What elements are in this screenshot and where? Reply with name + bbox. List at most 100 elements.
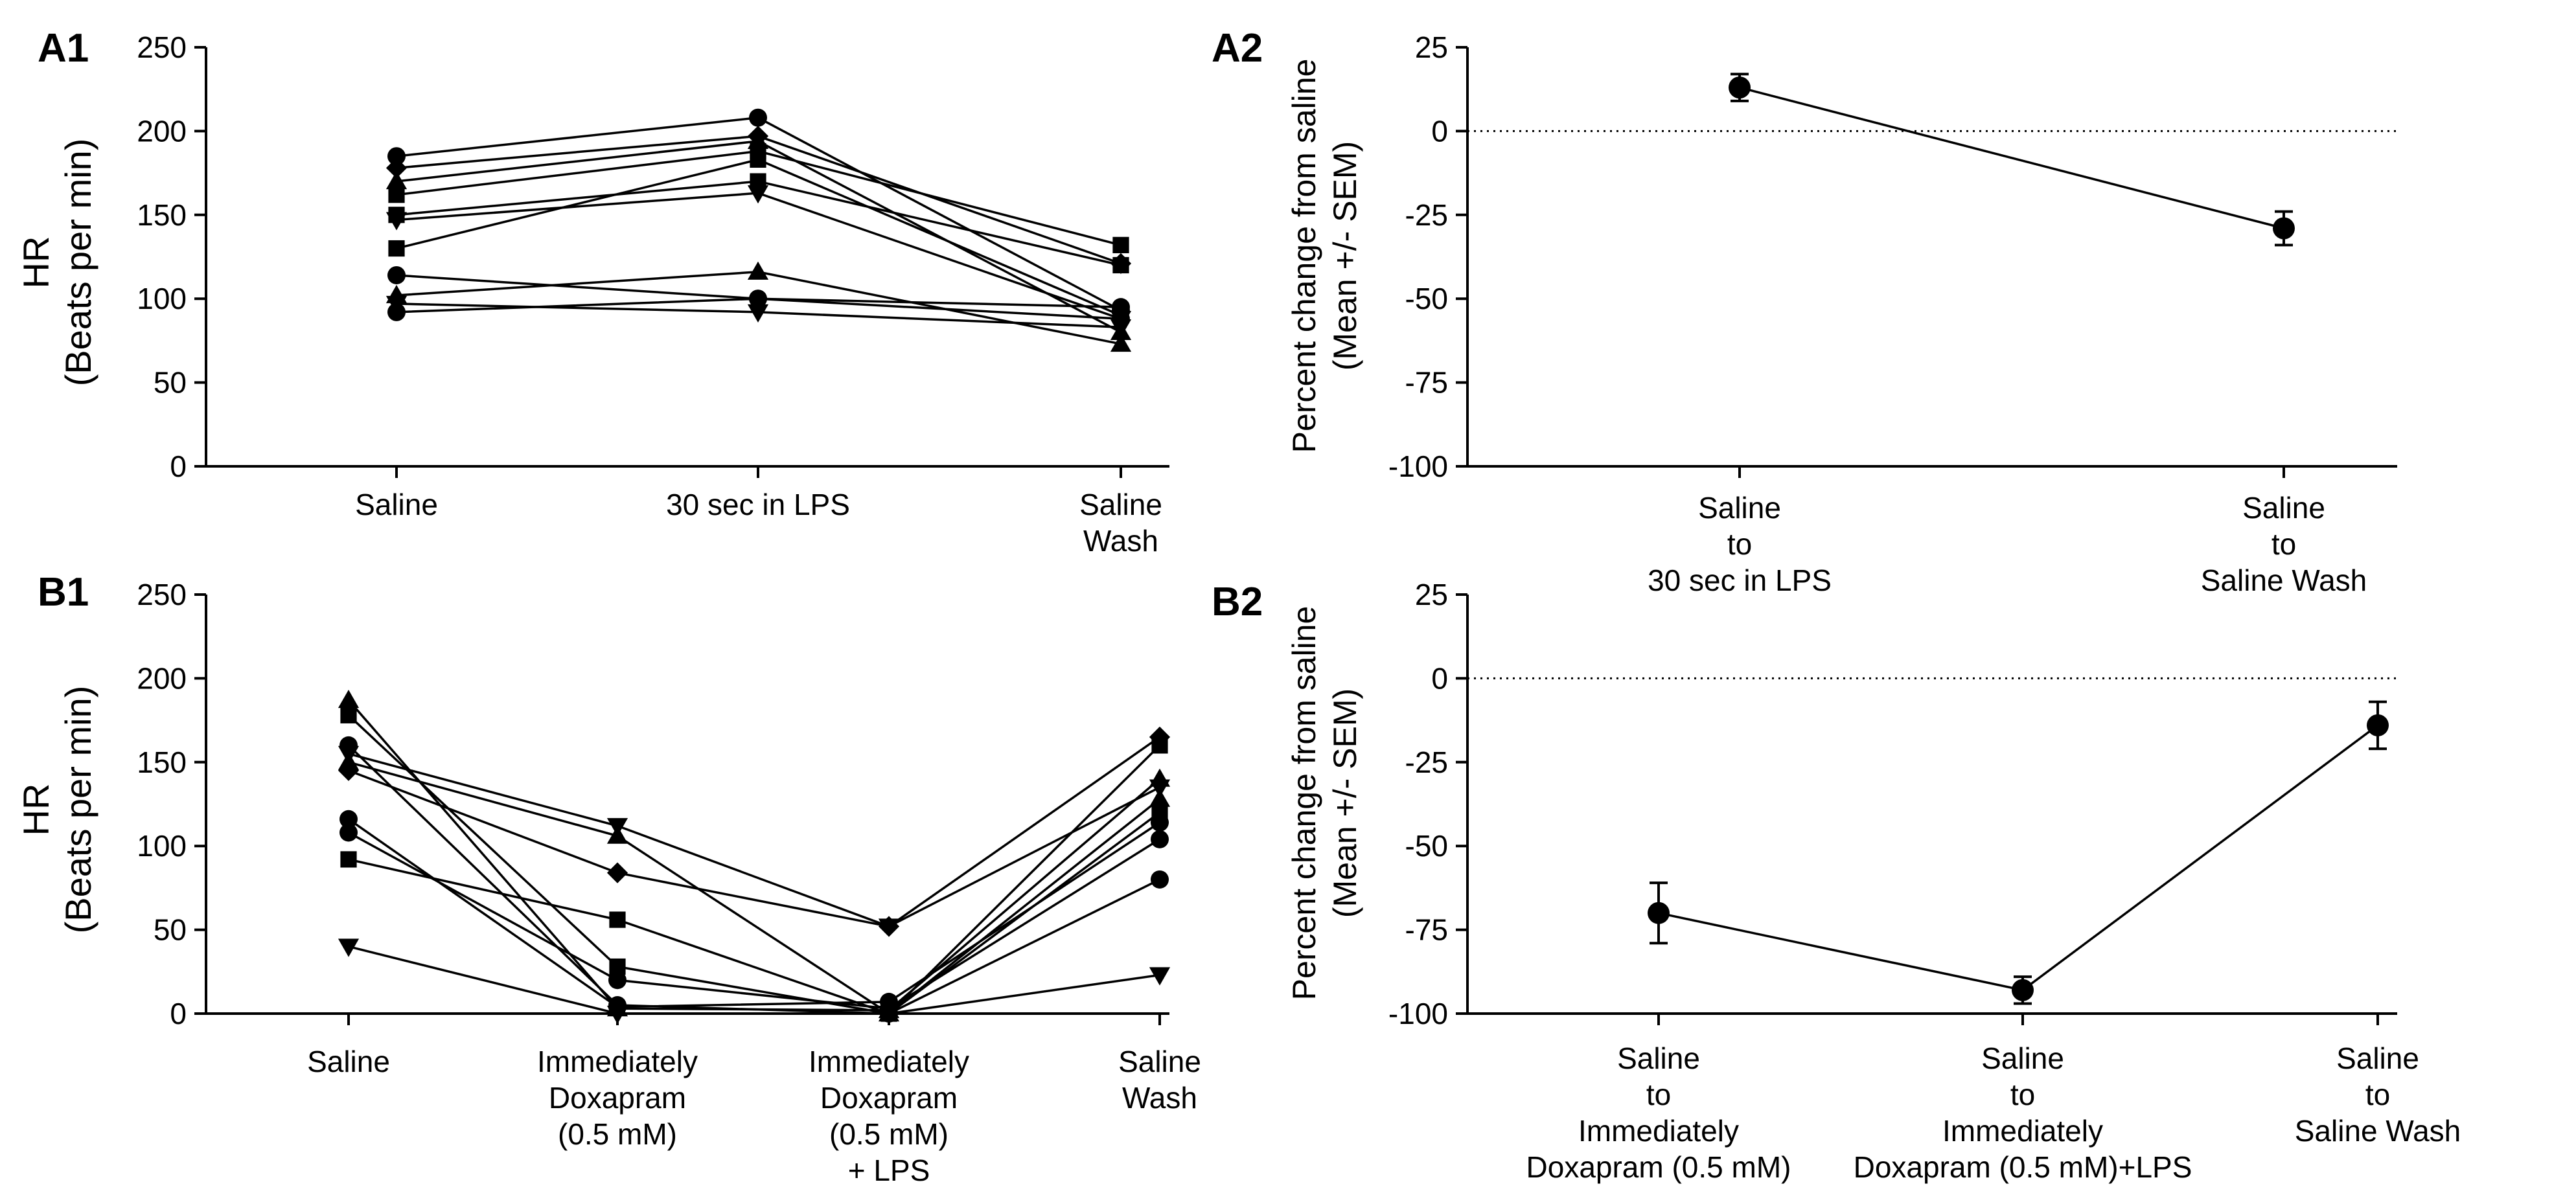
b2-ytick-label: 0 [1431, 661, 1448, 695]
b2-xtick-label: Saline [1981, 1041, 2064, 1075]
b1-data-point [1149, 779, 1171, 798]
b1-ytick-label: 200 [137, 661, 187, 695]
b2-xtick-label: Doxapram (0.5 mM)+LPS [1854, 1150, 2192, 1184]
b1-xtick-label: (0.5 mM) [829, 1117, 949, 1151]
b2-ylabel-line1: Percent change from saline [1286, 606, 1322, 1001]
a2-ytick-label: -25 [1405, 198, 1448, 232]
b1-series-line [347, 818, 1160, 1008]
panel-label-a2: A2 [1212, 26, 1263, 71]
a1-ylabel-line1: HR [16, 236, 56, 289]
a2-data-point [2273, 217, 2295, 240]
b1-series-line [347, 714, 1161, 1015]
a1-data-point [385, 212, 408, 231]
b2-xtick-label: Saline [1617, 1041, 1700, 1075]
b1-data-point [338, 760, 360, 781]
a1-data-point [1110, 333, 1132, 352]
a1-data-point [750, 151, 766, 168]
b2-ytick-label: -50 [1405, 829, 1448, 863]
a1-data-point [747, 185, 769, 204]
a2-data-point [1729, 76, 1751, 99]
a2-ytick-label: -75 [1405, 366, 1448, 400]
b1-xtick-label: Doxapram [549, 1081, 686, 1115]
b1-data-point [606, 862, 628, 883]
b1-xtick-label: Immediately [809, 1045, 969, 1078]
b1-xtick-label: Saline [1118, 1045, 1201, 1078]
b1-data-point [1149, 726, 1171, 748]
a2-xtick-label: to [2271, 527, 2296, 561]
a1-xtick-label: 30 sec in LPS [666, 488, 850, 521]
b1-data-point [339, 823, 358, 842]
a2-xtick-label: Saline [2242, 491, 2325, 525]
a2-ytick-label: 25 [1415, 30, 1448, 64]
b2-xtick-label: to [1646, 1078, 1671, 1111]
b1-ytick-label: 0 [170, 997, 187, 1030]
b1-xtick-label: (0.5 mM) [558, 1117, 677, 1151]
b1-data-point [339, 736, 358, 755]
a1-ytick-label: 200 [137, 114, 187, 148]
b1-xtick-label: Saline [307, 1045, 390, 1078]
b2-xtick-label: Saline Wash [2295, 1114, 2461, 1148]
a1-data-point [1110, 319, 1132, 338]
b1-series-line [348, 945, 1160, 1015]
a2-xtick-label: Saline [1698, 491, 1781, 525]
b2-xtick-label: Doxapram (0.5 mM) [1526, 1150, 1791, 1184]
a1-ytick-label: 250 [137, 30, 187, 64]
a1-data-point [385, 170, 408, 190]
b1-xtick-label: Doxapram [820, 1081, 958, 1115]
a1-data-point [1112, 298, 1130, 317]
b1-series-line [348, 736, 1161, 928]
a1-xtick-label: Wash [1083, 524, 1158, 558]
b1-ylabel-line2: (Beats per min) [58, 686, 98, 934]
b2-xtick-label: Immediately [1942, 1114, 2103, 1148]
b2-ylabel-line2: (Mean +/- SEM) [1327, 688, 1363, 918]
b2-ytick-label: -75 [1405, 913, 1448, 947]
a1-ytick-label: 50 [154, 366, 187, 400]
a1-data-point [1112, 256, 1129, 274]
a2-ytick-label: -50 [1405, 282, 1448, 315]
b1-data-point [1151, 804, 1168, 821]
panel-label-b1: B1 [38, 570, 89, 615]
b1-ytick-label: 100 [137, 829, 187, 863]
a2-ylabel-line1: Percent change from saline [1286, 59, 1322, 453]
b1-data-point [340, 851, 357, 868]
b1-ytick-label: 50 [154, 913, 187, 947]
b2-data-point [2012, 979, 2034, 1001]
a2-ytick-label: -100 [1388, 449, 1448, 483]
b2-xtick-label: to [2365, 1078, 2390, 1111]
a1-data-point [747, 304, 769, 323]
a1-ytick-label: 0 [170, 449, 187, 483]
panel-label-a1: A1 [38, 26, 89, 71]
b1-ytick-label: 150 [137, 745, 187, 779]
b1-data-point [1149, 788, 1171, 807]
b1-data-point [608, 996, 627, 1015]
a1-data-point [1112, 236, 1129, 253]
b1-series-line [347, 744, 1160, 1015]
a2-series-line [1739, 86, 2284, 230]
b1-series-line [348, 761, 1161, 1016]
b1-data-point [609, 911, 626, 928]
b2-xtick-label: Immediately [1578, 1114, 1739, 1148]
b2-xtick-label: Saline [2336, 1041, 2419, 1075]
a1-data-point [388, 240, 405, 257]
a1-data-point [747, 261, 769, 280]
b1-data-point [338, 938, 360, 957]
b2-xtick-label: to [2010, 1078, 2035, 1111]
b1-data-point [878, 916, 900, 937]
a2-xtick-label: Saline Wash [2201, 563, 2367, 597]
b1-series-line [348, 753, 1160, 928]
b2-data-point [2367, 714, 2389, 736]
a1-data-point [749, 108, 767, 127]
a1-xtick-label: Saline [355, 488, 438, 521]
chart-a1: 0 50 100 150 200 250 Saline 30 sec in LPS Saline… [137, 30, 1169, 558]
b1-xtick-label: Immediately [537, 1045, 698, 1078]
panel-label-b2: B2 [1212, 580, 1263, 624]
a1-ytick-label: 100 [137, 282, 187, 315]
b1-data-point [1151, 830, 1169, 848]
b1-data-point [1149, 967, 1171, 986]
b1-data-point [1151, 870, 1169, 889]
b1-series-line [347, 699, 1161, 1012]
a1-data-point [387, 147, 406, 166]
a2-ylabel-line2: (Mean +/- SEM) [1327, 141, 1363, 370]
chart-b2: -100-75-50-25025SalinetoImmediatelyDoxap… [1388, 578, 2461, 1184]
